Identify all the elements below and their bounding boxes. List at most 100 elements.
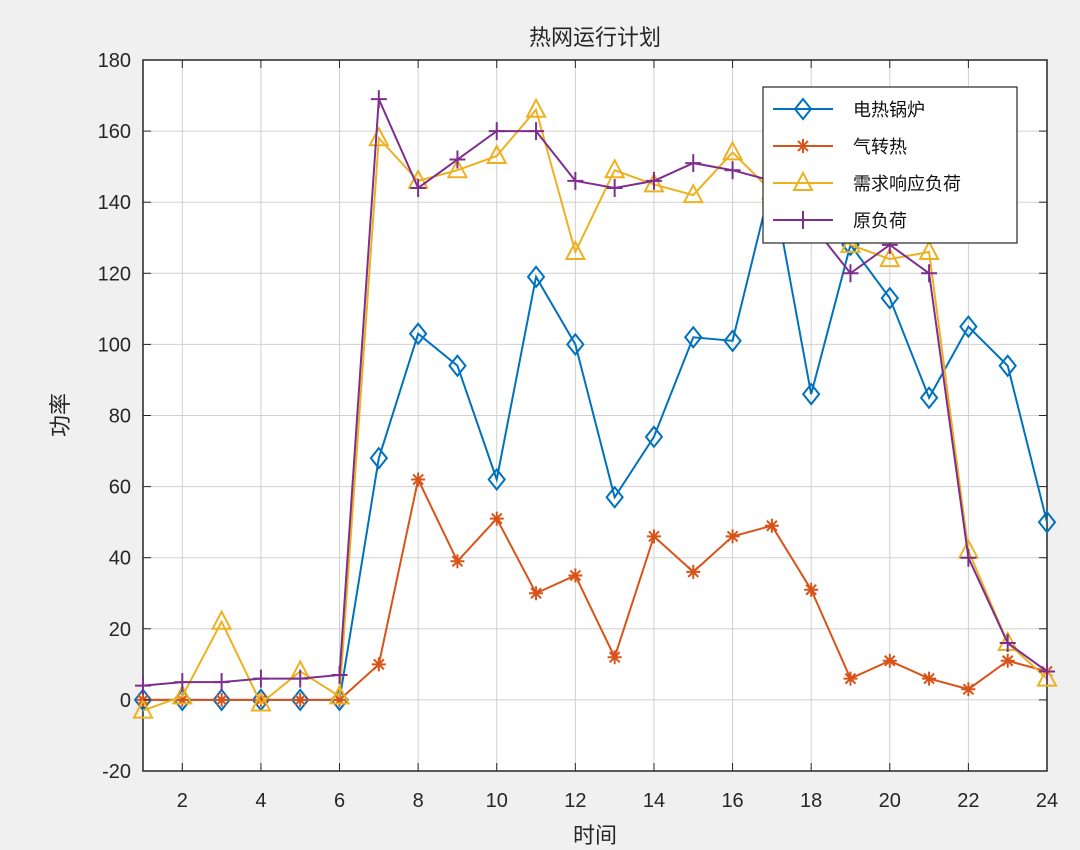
data-point	[603, 158, 626, 179]
data-point	[135, 676, 151, 695]
data-point	[961, 682, 976, 697]
data-point	[644, 425, 664, 449]
y-axis-label: 功率	[49, 393, 74, 437]
legend-box	[762, 86, 1018, 244]
data-point	[250, 691, 272, 712]
x-tick-label: 24	[1036, 790, 1058, 812]
series-line	[142, 107, 1048, 712]
data-point	[643, 172, 665, 193]
data-point	[564, 239, 587, 260]
data-point	[488, 122, 505, 141]
data-point	[723, 329, 742, 353]
data-point	[528, 122, 545, 141]
data-point	[568, 568, 583, 583]
data-point	[882, 653, 897, 668]
legend-label: 气转热	[853, 137, 907, 158]
data-point	[448, 354, 467, 378]
x-tick-label: 12	[564, 790, 586, 812]
data-point	[607, 650, 622, 665]
legend-label: 需求响应负荷	[853, 174, 961, 195]
data-point	[252, 669, 269, 688]
x-tick-label: 18	[800, 790, 822, 812]
data-point	[371, 657, 386, 672]
data-point	[175, 692, 190, 707]
data-point	[1039, 662, 1055, 681]
data-point	[1000, 653, 1015, 668]
legend-marker	[792, 170, 814, 191]
data-point	[804, 582, 819, 597]
x-tick-label: 6	[334, 790, 345, 812]
data-point	[411, 472, 426, 487]
x-tick-label: 14	[643, 790, 665, 812]
x-tick-label: 2	[177, 790, 188, 812]
x-tick-label: 16	[721, 790, 743, 812]
data-point	[721, 140, 744, 161]
data-point	[290, 688, 310, 712]
x-axis-label: 时间	[573, 824, 617, 849]
data-point	[212, 688, 231, 712]
legend-label: 原负荷	[853, 211, 907, 232]
data-point	[369, 446, 389, 470]
data-point	[328, 684, 351, 705]
legend-marker	[796, 139, 810, 153]
data-point	[686, 564, 701, 579]
y-tick-label: -20	[102, 761, 131, 783]
data-point	[370, 90, 387, 109]
data-point	[918, 239, 940, 260]
data-point	[525, 97, 547, 118]
data-point	[567, 171, 584, 190]
data-point	[332, 692, 347, 707]
data-point	[685, 154, 702, 173]
data-point	[529, 586, 544, 601]
y-tick-label: 80	[109, 406, 131, 428]
data-point	[959, 315, 978, 339]
data-point	[171, 684, 193, 705]
data-point	[487, 467, 507, 492]
data-point	[213, 673, 230, 692]
y-tick-label: 160	[98, 121, 131, 143]
data-point	[843, 671, 858, 686]
data-point	[764, 518, 779, 533]
data-point	[682, 182, 704, 204]
data-point	[486, 143, 508, 164]
y-tick-label: 0	[120, 690, 131, 712]
data-point	[801, 382, 821, 406]
y-tick-label: 20	[109, 619, 131, 641]
data-point	[446, 158, 469, 179]
data-point	[410, 178, 427, 197]
data-point	[922, 671, 937, 686]
y-tick-label: 100	[98, 334, 131, 356]
tick-labels: 2 4 6 8 10 12 14 16 18 20 22 24-2002040608010012014…	[98, 50, 1059, 812]
x-tick-label: 10	[486, 790, 508, 812]
data-point	[526, 265, 546, 289]
data-point	[725, 529, 740, 544]
data-point	[645, 171, 662, 190]
x-tick-label: 4	[255, 790, 266, 812]
data-point	[174, 673, 191, 692]
data-point	[919, 386, 939, 410]
data-point	[921, 264, 938, 283]
data-point	[331, 666, 348, 685]
legend-marker	[795, 211, 811, 229]
y-tick-label: 60	[109, 477, 131, 499]
x-tick-label: 20	[879, 790, 901, 812]
chart-title: 热网运行计划	[529, 26, 661, 51]
x-tick-label: 8	[413, 790, 424, 812]
x-tick-label: 22	[957, 790, 979, 812]
data-point	[646, 529, 661, 544]
data-point	[880, 286, 900, 310]
data-point	[998, 354, 1017, 378]
y-tick-label: 140	[98, 192, 131, 214]
legend-marker	[793, 97, 813, 121]
data-point	[450, 554, 465, 569]
data-point	[683, 325, 703, 349]
data-point	[1036, 666, 1058, 687]
data-point	[408, 322, 428, 346]
y-tick-label: 120	[98, 263, 131, 285]
data-point	[960, 548, 977, 567]
y-tick-label: 40	[109, 548, 131, 570]
data-point	[606, 178, 623, 197]
data-point	[879, 246, 901, 268]
